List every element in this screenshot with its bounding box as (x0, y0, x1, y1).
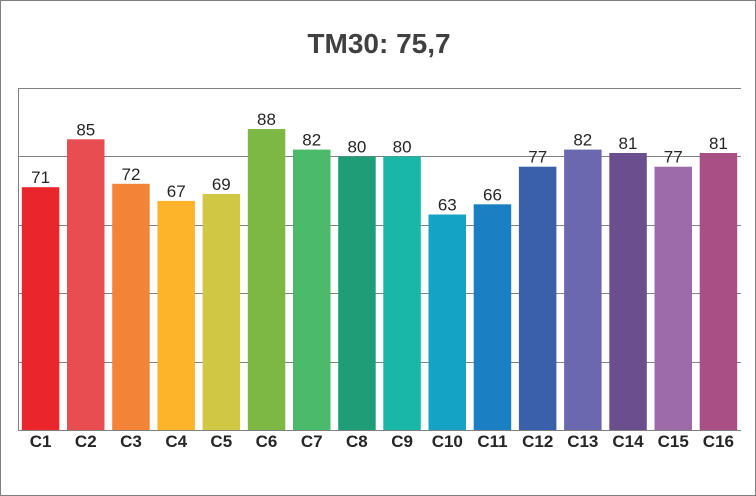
axes (18, 88, 741, 431)
x-tick-c14: C14 (612, 432, 644, 451)
bar-c10 (428, 214, 466, 430)
data-label-c16: 81 (709, 134, 728, 153)
data-label-c9: 80 (393, 137, 412, 156)
x-tick-c11: C11 (477, 432, 507, 451)
x-tick-c10: C10 (432, 432, 463, 451)
data-label-c4: 67 (167, 182, 186, 201)
x-tick-labels: C1 C2 C3 C4 C5 C6 C7 C8 C9 C10 C11 C12 C13 C14 C15 C16 (30, 432, 734, 451)
x-tick-c8: C8 (346, 432, 368, 451)
x-tick-c4: C4 (165, 432, 187, 451)
data-label-c6: 88 (257, 110, 276, 129)
bar-c14 (609, 153, 647, 430)
bars (21, 129, 738, 431)
x-tick-c1: C1 (30, 432, 52, 451)
x-tick-c7: C7 (301, 432, 323, 451)
data-label-c2: 85 (76, 120, 95, 139)
bar-c13 (564, 149, 602, 430)
bar-c6 (247, 129, 286, 430)
bar-c8 (338, 156, 376, 430)
data-label-c10: 63 (438, 196, 457, 215)
data-label-c13: 82 (573, 131, 592, 150)
data-label-c14: 81 (619, 134, 638, 153)
bar-c16 (699, 153, 738, 430)
x-tick-c16: C16 (703, 432, 734, 451)
x-tick-c15: C15 (658, 432, 689, 451)
chart-title: TM30: 75,7 (307, 28, 451, 59)
x-tick-c5: C5 (210, 432, 232, 451)
bar-c11 (473, 204, 512, 430)
x-tick-c2: C2 (75, 432, 97, 451)
bar-c7 (293, 149, 331, 430)
bar-c3 (112, 183, 150, 430)
bar-c4 (157, 200, 195, 430)
bar-c2 (67, 139, 105, 431)
bar-c5 (202, 194, 241, 430)
x-tick-c12: C12 (522, 432, 553, 451)
bar-c15 (654, 166, 692, 430)
x-tick-c3: C3 (120, 432, 142, 451)
x-tick-c13: C13 (567, 432, 598, 451)
data-label-c3: 72 (122, 165, 141, 184)
x-tick-c9: C9 (391, 432, 413, 451)
bar-c12 (518, 166, 557, 430)
bar-c9 (383, 156, 421, 430)
data-label-c15: 77 (664, 148, 683, 167)
x-tick-c6: C6 (256, 432, 278, 451)
data-label-c5: 69 (212, 175, 231, 194)
bar-c1 (21, 187, 60, 430)
data-label-c8: 80 (347, 137, 366, 156)
data-label-c7: 82 (302, 131, 321, 150)
data-label-c1: 71 (31, 168, 50, 187)
data-labels: 71 85 72 67 69 88 82 80 80 63 66 77 82 81 77 81 (31, 110, 728, 215)
data-label-c12: 77 (528, 148, 547, 167)
data-label-c11: 66 (483, 185, 502, 204)
